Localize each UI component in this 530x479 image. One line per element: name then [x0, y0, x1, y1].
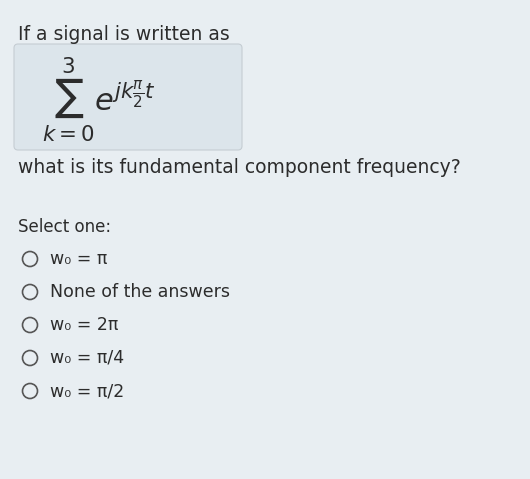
Text: what is its fundamental component frequency?: what is its fundamental component freque… — [18, 158, 461, 177]
FancyBboxPatch shape — [14, 44, 242, 150]
Text: $\sum_{k=0}^{3} e^{jk\frac{\pi}{2}t}$: $\sum_{k=0}^{3} e^{jk\frac{\pi}{2}t}$ — [42, 56, 156, 145]
Text: w₀ = π/2: w₀ = π/2 — [50, 382, 124, 400]
Text: w₀ = π/4: w₀ = π/4 — [50, 349, 124, 367]
Text: w₀ = π: w₀ = π — [50, 250, 108, 268]
Text: Select one:: Select one: — [18, 218, 111, 236]
Text: If a signal is written as: If a signal is written as — [18, 25, 229, 44]
Text: w₀ = 2π: w₀ = 2π — [50, 316, 118, 334]
Text: None of the answers: None of the answers — [50, 283, 230, 301]
